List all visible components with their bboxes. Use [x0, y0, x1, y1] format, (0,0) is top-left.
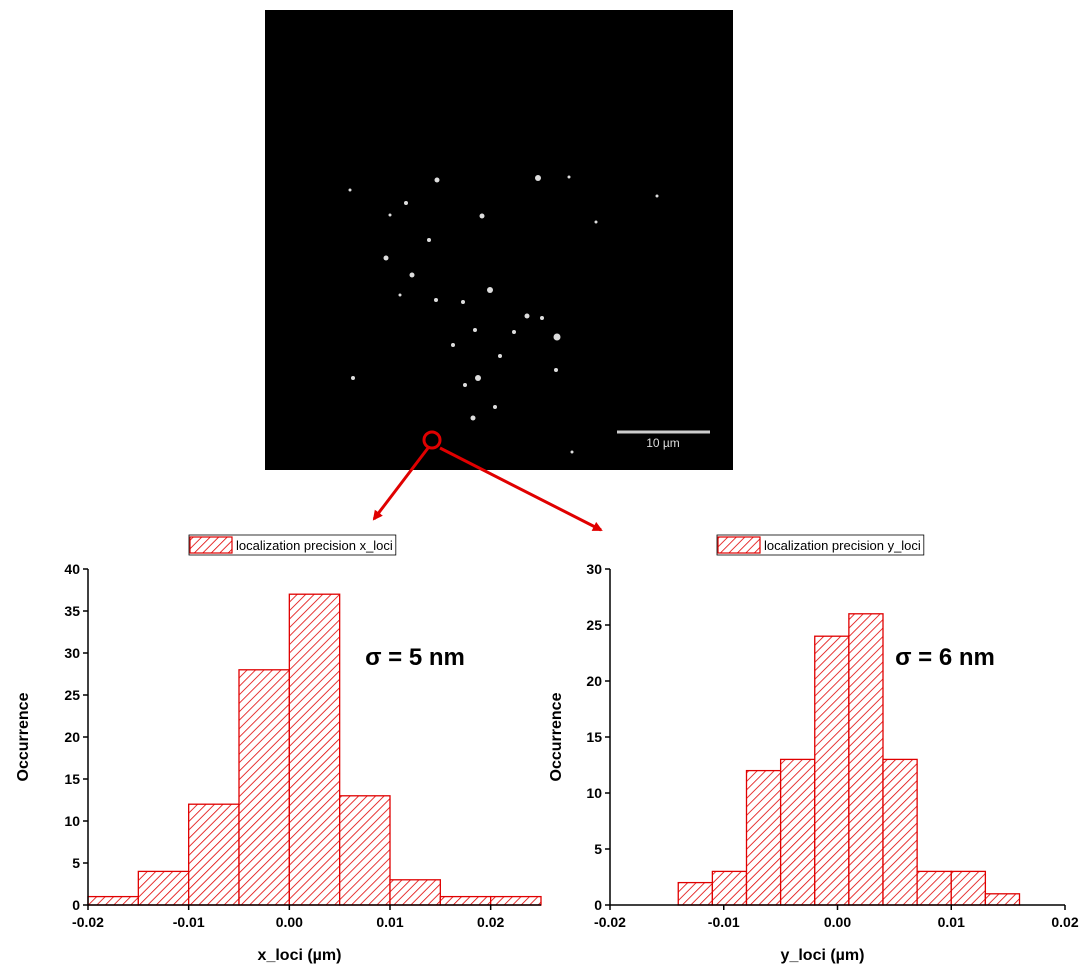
image-spots: [348, 175, 659, 454]
x-tick-label: 0.00: [824, 914, 851, 930]
y-tick-label: 30: [64, 645, 80, 661]
bar: [950, 870, 987, 906]
bar: [439, 895, 492, 906]
x-tick-label: -0.02: [72, 914, 104, 930]
bar: [779, 758, 816, 906]
x-tick-label: 0.01: [376, 914, 403, 930]
highlight-circle: [422, 430, 442, 450]
y-tick-label: 25: [586, 617, 602, 633]
y-tick-label: 35: [64, 603, 80, 619]
x-tick-label: -0.02: [594, 914, 626, 930]
bar: [814, 635, 850, 906]
x-tick-label: 0.01: [938, 914, 965, 930]
bar: [137, 870, 190, 906]
y-tick-label: 20: [64, 729, 80, 745]
bar: [745, 769, 782, 906]
bar: [87, 895, 139, 906]
bar: [389, 879, 441, 906]
y-tick-label: 40: [64, 561, 80, 577]
y-axis-label: Occurrence: [15, 692, 32, 781]
microscope-image: 10 µm: [265, 10, 733, 470]
legend-box: [188, 534, 397, 556]
x-tick-label: -0.01: [708, 914, 740, 930]
y-tick-label: 5: [72, 855, 80, 871]
legend-box: [716, 534, 925, 556]
y-tick-label: 30: [586, 561, 602, 577]
x-tick-label: 0.02: [477, 914, 504, 930]
x-tick-label: 0.02: [1051, 914, 1078, 930]
y-tick-label: 10: [64, 813, 80, 829]
arrow: [372, 447, 430, 521]
bar: [882, 758, 918, 906]
image-background: [265, 10, 733, 470]
y-tick-label: 20: [586, 673, 602, 689]
bar: [677, 881, 714, 906]
y-axis-label: Occurrence: [548, 692, 565, 781]
y-tick-label: 15: [586, 729, 602, 745]
y-tick-label: 0: [72, 897, 80, 913]
bar: [984, 893, 1021, 906]
bar: [339, 795, 391, 906]
bar: [711, 870, 748, 906]
x-axis-label: y_loci (µm): [781, 947, 865, 964]
legend-label: localization precision y_loci: [764, 538, 921, 553]
bar: [238, 669, 290, 906]
y-tick-label: 10: [586, 785, 602, 801]
y-tick-label: 15: [64, 771, 80, 787]
x-tick-label: -0.01: [173, 914, 205, 930]
x-axis-label: x_loci (µm): [258, 947, 342, 964]
y-tick-label: 0: [594, 897, 602, 913]
legend-label: localization precision x_loci: [236, 538, 393, 553]
arrow: [439, 446, 603, 532]
bar: [288, 593, 341, 906]
annotation: σ = 5 nm: [365, 644, 465, 671]
bar: [848, 613, 884, 906]
annotation: σ = 6 nm: [895, 644, 995, 671]
scale-bar-label: 10 µm: [646, 436, 680, 450]
x-tick-label: 0.00: [276, 914, 303, 930]
legend-swatch: [189, 536, 233, 554]
y-tick-label: 25: [64, 687, 80, 703]
bar: [188, 803, 240, 906]
bar: [490, 895, 542, 906]
y-tick-label: 5: [594, 841, 602, 857]
bar: [916, 870, 952, 906]
legend-swatch: [717, 536, 761, 554]
